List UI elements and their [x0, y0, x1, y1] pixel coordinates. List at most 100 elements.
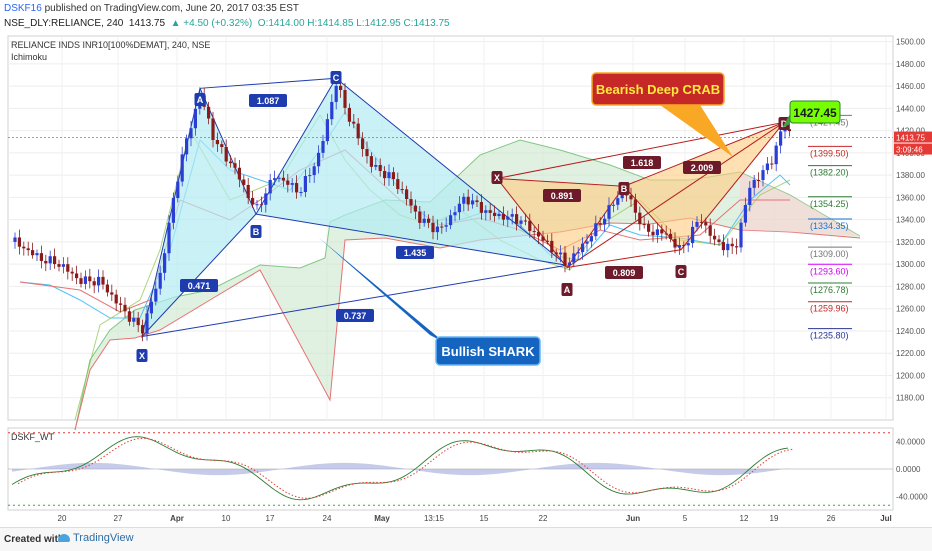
- candle-body: [330, 101, 334, 120]
- candle-body: [730, 243, 734, 247]
- y-tick-label: 1260.00: [896, 305, 925, 314]
- shark-point-label-text: X: [139, 351, 145, 361]
- candle-body: [673, 238, 677, 248]
- candle-body: [409, 199, 413, 206]
- shark-ac: [199, 77, 337, 89]
- candle-body: [149, 301, 153, 314]
- candle-body: [101, 276, 105, 285]
- candle-body: [493, 212, 497, 217]
- shark-point-label-text: A: [197, 95, 204, 105]
- candle-body: [255, 204, 259, 206]
- crab-point-label-text: A: [564, 285, 571, 295]
- candle-body: [537, 231, 541, 237]
- tradingview-logo[interactable]: TradingView: [58, 532, 134, 544]
- candle-body: [325, 119, 329, 142]
- price-tag: [894, 143, 932, 155]
- shark-ratio-label-bg: [336, 309, 374, 322]
- candle-body: [519, 220, 523, 224]
- x-tick-label: 12: [740, 514, 749, 523]
- shark-point-label: C: [330, 71, 342, 84]
- candle-body: [660, 229, 664, 234]
- candle-body: [554, 252, 558, 255]
- candle-body: [603, 218, 607, 225]
- candle-body: [66, 264, 70, 272]
- y-tick-label: 1300.00: [896, 260, 925, 269]
- candle-body: [154, 288, 158, 302]
- level-label: (1235.80): [810, 331, 849, 341]
- candle-body: [48, 256, 52, 264]
- candle-body: [713, 235, 717, 240]
- candle-body: [479, 202, 483, 213]
- candle-body: [563, 252, 567, 266]
- crab-target: 1427.45: [793, 106, 837, 120]
- x-tick-label: May: [374, 514, 390, 523]
- candle-body: [581, 243, 585, 253]
- candle-body: [105, 284, 109, 293]
- osc-histogram: [12, 462, 790, 476]
- candle-body: [765, 163, 769, 171]
- crab-ratio-label-bg: [683, 161, 721, 174]
- shark-ratio-label-text: 0.737: [344, 311, 367, 321]
- candle-body: [163, 253, 167, 273]
- candle-body: [748, 187, 752, 206]
- author-link[interactable]: DSKF16: [4, 3, 42, 14]
- crab-point-label: X: [491, 171, 503, 184]
- x-tick-label: 24: [323, 514, 332, 523]
- candle-body: [528, 220, 532, 232]
- candle-body: [220, 144, 224, 148]
- candle-body: [594, 223, 598, 237]
- candle-body: [167, 222, 171, 254]
- y-tick-label: 1340.00: [896, 216, 925, 225]
- candle-body: [312, 166, 316, 176]
- candle-body: [119, 303, 123, 305]
- y-tick-label: 1280.00: [896, 282, 925, 291]
- y-tick-label: 1500.00: [896, 38, 925, 47]
- price-change: ▲ +4.50 (+0.32%): [170, 18, 253, 29]
- x-tick-label: 10: [222, 514, 231, 523]
- crab-ratio-label: 0.891: [543, 189, 581, 202]
- candle-body: [484, 210, 488, 213]
- x-tick-label: Jul: [880, 514, 892, 523]
- candle-body: [510, 214, 514, 217]
- candle-body: [611, 204, 615, 206]
- candle-body: [435, 226, 439, 233]
- candle-body: [145, 313, 149, 334]
- x-tick-label: 5: [683, 514, 688, 523]
- legend-indicator: Ichimoku: [11, 52, 47, 62]
- candle-body: [207, 106, 211, 119]
- candle-body: [422, 218, 426, 223]
- candle-body: [229, 161, 233, 164]
- candle-body: [651, 231, 655, 236]
- candle-body: [453, 212, 457, 216]
- candle-body: [449, 215, 453, 226]
- candle-body: [761, 170, 765, 181]
- price-chart[interactable]: XABCDXABCD1.0870.4710.7371.4350.8911.618…: [0, 0, 932, 527]
- crab-point-label: A: [561, 283, 573, 296]
- candle-body: [638, 212, 642, 225]
- crab-callout: Bearish Deep CRAB: [591, 72, 733, 157]
- candle-body: [246, 184, 250, 199]
- candle-body: [224, 147, 228, 162]
- x-tick-label: 20: [58, 514, 67, 523]
- legend-title: RELIANCE INDS INR10[100%DEMAT], 240, NSE: [11, 40, 210, 50]
- candle-body: [215, 140, 219, 145]
- x-tick-label: 27: [114, 514, 123, 523]
- crab-target-label: 1427.45: [782, 100, 841, 128]
- candle-body: [475, 200, 479, 203]
- candle-body: [757, 179, 761, 181]
- candle-body: [334, 85, 338, 102]
- crab-point-label-text: D: [781, 119, 788, 129]
- shark-point-label-text: C: [333, 73, 340, 83]
- crab-point-label-bg: [675, 265, 687, 278]
- osc-tick-label: -40.0000: [896, 492, 928, 501]
- y-tick-label: 1180.00: [896, 394, 925, 403]
- candle-body: [277, 177, 281, 179]
- crab-bcd: [623, 121, 786, 251]
- candle-body: [598, 223, 602, 225]
- candle-body: [607, 205, 611, 219]
- crab-ratio-label-text: 1.618: [631, 158, 654, 168]
- x-tick-label: Jun: [626, 514, 640, 523]
- candle-body: [251, 198, 255, 205]
- shark-point-label: X: [136, 349, 148, 362]
- candle-body: [308, 175, 312, 177]
